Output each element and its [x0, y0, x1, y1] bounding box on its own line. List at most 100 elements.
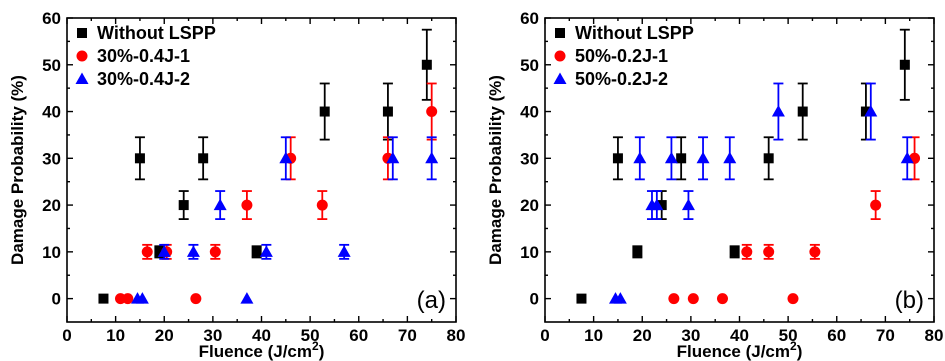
y-tick-label: 60: [520, 9, 539, 28]
legend-marker: [75, 72, 89, 84]
x-tick-label: 60: [827, 326, 846, 345]
data-point: [668, 293, 680, 305]
y-tick-label: 20: [520, 196, 539, 215]
data-point: [426, 106, 438, 118]
data-point: [213, 198, 227, 211]
data-point: [870, 199, 882, 211]
data-point: [425, 151, 439, 164]
data-point: [613, 292, 627, 304]
x-axis-label: Fluence (J/cm2): [677, 339, 803, 361]
x-tick-label: 20: [155, 326, 174, 345]
data-point: [809, 246, 821, 258]
data-point: [716, 293, 728, 305]
data-point: [241, 199, 253, 211]
data-point: [259, 245, 273, 257]
data-point: [899, 59, 910, 70]
data-point: [178, 200, 189, 211]
data-point: [860, 106, 871, 117]
x-tick-label: 40: [730, 326, 749, 345]
y-tick-label: 50: [520, 56, 539, 75]
data-point: [787, 293, 799, 305]
data-point: [386, 151, 400, 164]
legend-marker: [554, 50, 566, 62]
legend-label: 30%-0.4J-2: [97, 69, 190, 89]
y-axis-label: Damage Probability (%): [8, 75, 27, 265]
data-point: [122, 293, 134, 305]
y-tick-label: 10: [42, 243, 61, 262]
data-point: [681, 198, 695, 211]
chart-panel-2: 0 10 20 30 40 50 60 70 80 0 10 20 30 40 50 60 Fluence (J…: [486, 9, 943, 361]
x-tick-label: 0: [62, 326, 71, 345]
legend-marker: [77, 28, 87, 38]
chart-panel-1: 0 10 20 30 40 50 60 70 80 0 10 20 30 40 50 60 Fluence (J…: [8, 9, 465, 361]
data-point: [190, 293, 202, 305]
data-point: [612, 153, 623, 164]
legend-label: 30%-0.4J-1: [97, 46, 190, 66]
data-point: [633, 151, 647, 164]
x-tick-label: 80: [925, 326, 944, 345]
y-tick-label: 30: [520, 149, 539, 168]
y-tick-label: 20: [42, 196, 61, 215]
legend-marker: [553, 72, 567, 84]
series-2: [114, 82, 438, 305]
x-tick-label: 30: [681, 326, 700, 345]
x-axis-label-close: ): [797, 342, 803, 361]
data-point: [797, 106, 808, 117]
data-point: [771, 105, 785, 117]
series-1: [576, 28, 910, 304]
x-tick-label: 70: [876, 326, 895, 345]
x-axis-label-superscript: 2: [312, 339, 319, 353]
data-point: [240, 292, 254, 304]
data-point: [251, 246, 262, 257]
x-tick-label: 40: [252, 326, 271, 345]
x-tick-label: 20: [633, 326, 652, 345]
x-tick-label: 10: [584, 326, 603, 345]
data-point: [421, 59, 432, 70]
data-point: [209, 246, 221, 258]
data-point: [729, 246, 740, 257]
legend-label: 50%-0.2J-1: [575, 46, 668, 66]
y-axis-label: Damage Probability (%): [486, 75, 505, 265]
legend: Without LSPP 30%-0.4J-1 30%-0.4J-2: [75, 23, 216, 89]
series-3: [131, 136, 439, 304]
x-axis-label-main: Fluence (J/cm: [199, 342, 312, 361]
x-tick-label: 80: [447, 326, 466, 345]
y-tick-label: 0: [530, 290, 539, 309]
data-point: [676, 153, 687, 164]
y-tick-label: 10: [520, 243, 539, 262]
legend-marker: [76, 50, 88, 62]
data-point: [741, 246, 753, 258]
x-axis-label-main: Fluence (J/cm: [677, 342, 790, 361]
data-point: [279, 151, 293, 164]
data-point: [576, 293, 587, 304]
legend-label: 50%-0.2J-2: [575, 69, 668, 89]
data-point: [135, 292, 149, 304]
data-point: [141, 246, 153, 258]
x-tick-label: 60: [349, 326, 368, 345]
data-point: [382, 106, 393, 117]
data-point: [864, 105, 878, 117]
data-point: [319, 106, 330, 117]
data-point: [763, 246, 775, 258]
panel-label: (b): [895, 287, 924, 314]
data-point: [157, 245, 171, 257]
data-point: [337, 245, 351, 257]
data-point: [650, 198, 664, 211]
y-tick-label: 40: [42, 103, 61, 122]
series-1: [98, 28, 432, 304]
data-point: [723, 151, 737, 164]
data-point: [696, 151, 710, 164]
x-tick-label: 50: [301, 326, 320, 345]
y-tick-label: 60: [42, 9, 61, 28]
series-3: [609, 82, 914, 304]
y-tick-label: 30: [42, 149, 61, 168]
x-tick-label: 30: [203, 326, 222, 345]
y-tick-label: 40: [520, 103, 539, 122]
x-tick-label: 0: [540, 326, 549, 345]
x-tick-label: 70: [398, 326, 417, 345]
legend: Without LSPP 50%-0.2J-1 50%-0.2J-2: [553, 23, 694, 89]
data-point: [664, 151, 678, 164]
data-point: [900, 151, 914, 164]
x-axis-label-superscript: 2: [790, 339, 797, 353]
